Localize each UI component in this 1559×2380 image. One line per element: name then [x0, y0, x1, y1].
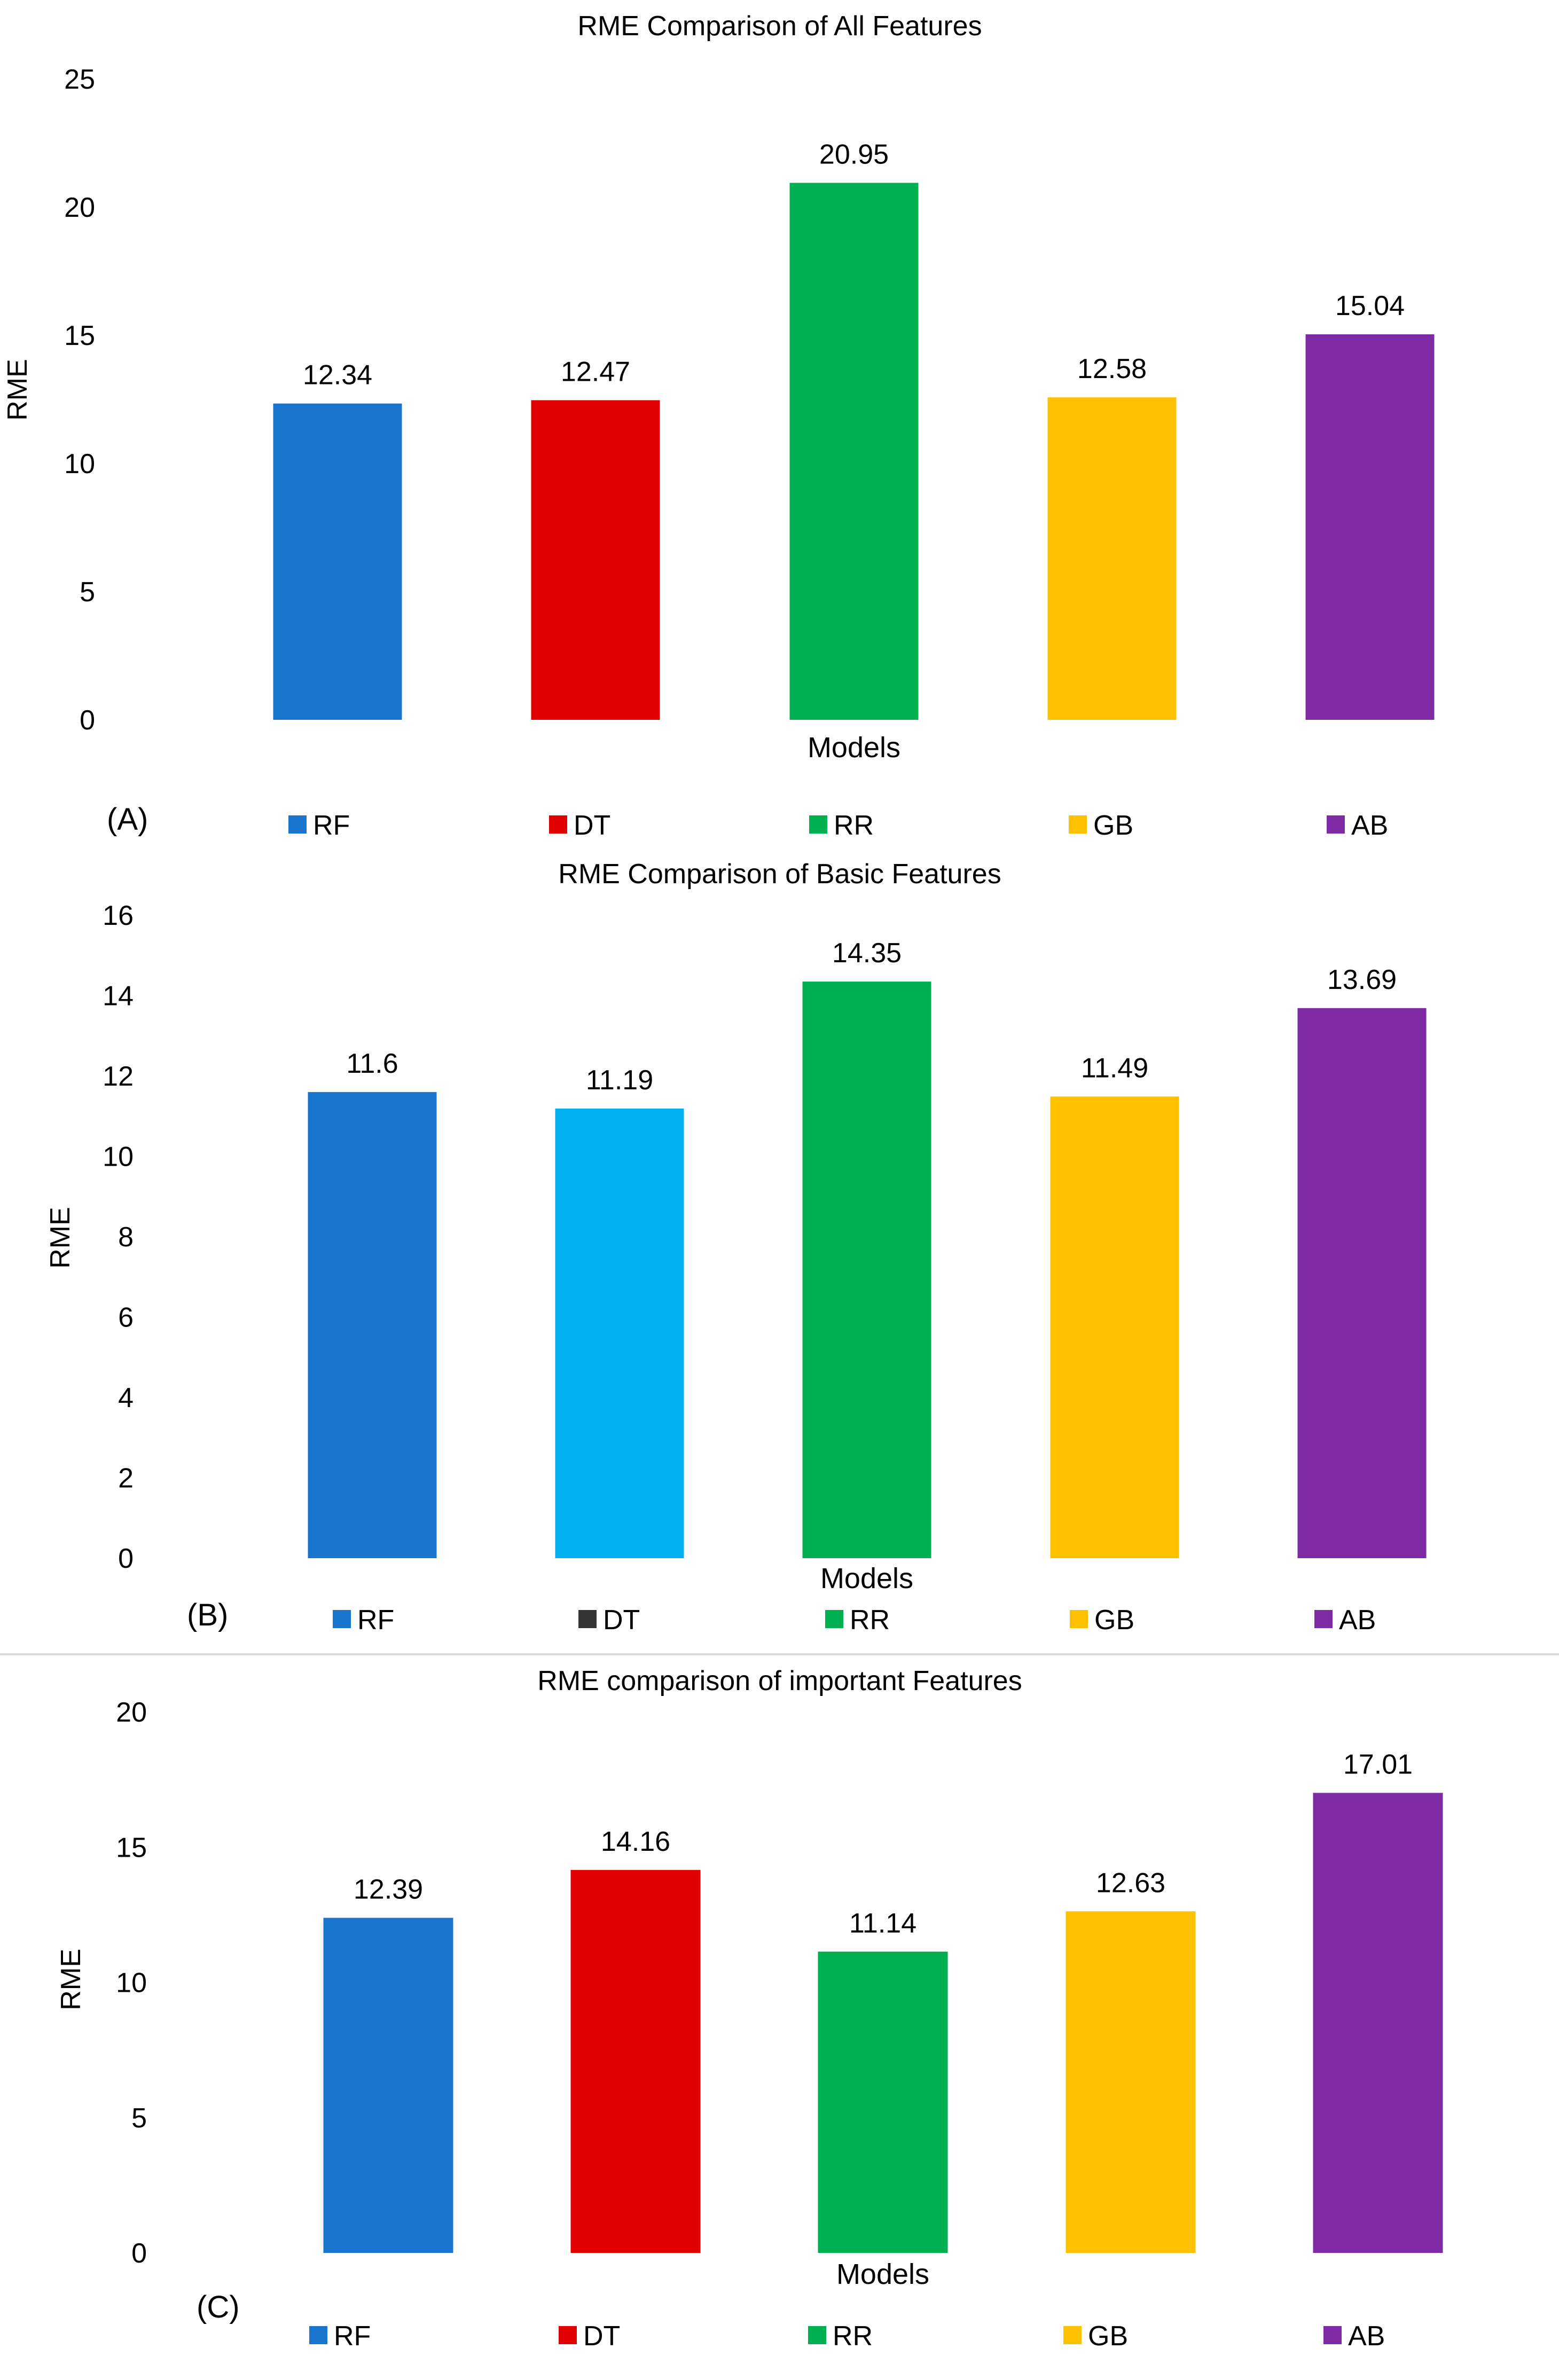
y-tick-label: 0	[80, 705, 95, 736]
legend-label-ab: AB	[1348, 2321, 1385, 2352]
legend-swatch-rf	[309, 2326, 327, 2344]
x-axis-label: Models	[820, 1562, 913, 1594]
panel-label: (A)	[107, 802, 148, 837]
bar-ab	[1305, 334, 1435, 720]
legend-swatch-gb	[1070, 1610, 1088, 1628]
chart-title: RME Comparison of Basic Features	[558, 859, 1001, 890]
data-label-rr: 20.95	[819, 139, 889, 170]
y-tick-label: 5	[131, 2103, 147, 2134]
legend-swatch-ab	[1327, 815, 1345, 834]
y-tick-label: 4	[118, 1383, 134, 1413]
y-tick-label: 10	[64, 449, 95, 480]
legend-label-rf: RF	[313, 810, 350, 841]
y-tick-label: 0	[118, 1543, 134, 1574]
x-axis-label: Models	[808, 732, 900, 764]
data-label-ab: 13.69	[1327, 964, 1397, 995]
data-label-rf: 12.34	[303, 360, 372, 391]
y-axis-label: RME	[2, 359, 33, 421]
bar-rr	[802, 981, 931, 1558]
bar-rr	[789, 183, 919, 720]
legend-label-gb: GB	[1093, 810, 1133, 841]
bar-gb	[1047, 397, 1177, 720]
bar-gb	[1050, 1096, 1179, 1558]
data-label-gb: 12.58	[1077, 354, 1147, 384]
bar-dt	[531, 400, 660, 720]
y-tick-label: 5	[80, 577, 95, 608]
y-tick-label: 12	[103, 1061, 134, 1092]
y-tick-label: 20	[64, 192, 95, 223]
y-tick-label: 15	[116, 1832, 147, 1863]
y-axis-label: RME	[45, 1207, 76, 1269]
bar-rf	[323, 1918, 453, 2253]
y-tick-label: 20	[116, 1697, 147, 1728]
data-label-rr: 11.14	[849, 1908, 916, 1939]
legend-swatch-dt	[559, 2326, 577, 2344]
y-tick-label: 14	[103, 981, 134, 1012]
legend-label-gb: GB	[1088, 2321, 1128, 2352]
data-label-ab: 15.04	[1335, 290, 1405, 321]
data-label-rr: 14.35	[832, 938, 902, 969]
bar-dt	[570, 1870, 701, 2253]
bar-dt	[555, 1108, 684, 1558]
x-axis-label: Models	[836, 2258, 929, 2290]
bar-gb	[1066, 1911, 1196, 2253]
legend-label-dt: DT	[603, 1605, 640, 1636]
bar-ab	[1313, 1793, 1443, 2253]
chart-panel-2: RME Comparison of Basic Features 0 2 4 6 8 10 1…	[45, 859, 1427, 1636]
legend-swatch-rr	[825, 1610, 843, 1628]
y-tick-label: 10	[103, 1142, 134, 1173]
y-tick-label: 6	[118, 1302, 134, 1333]
legend-swatch-rr	[809, 815, 827, 834]
chart-title: RME Comparison of All Features	[577, 11, 982, 42]
legend-swatch-rf	[288, 815, 307, 834]
y-tick-label: 25	[64, 64, 95, 95]
legend-label-ab: AB	[1339, 1605, 1376, 1636]
data-label-ab: 17.01	[1343, 1749, 1413, 1780]
legend-swatch-ab	[1314, 1610, 1333, 1628]
y-tick-label: 2	[118, 1463, 134, 1494]
data-label-rf: 12.39	[354, 1874, 423, 1905]
legend-label-rf: RF	[334, 2321, 371, 2352]
legend-label-rr: RR	[850, 1605, 890, 1636]
panel-label: (B)	[187, 1598, 228, 1632]
legend-label-dt: DT	[583, 2321, 620, 2352]
y-tick-label: 8	[118, 1222, 134, 1253]
legend-label-rf: RF	[357, 1605, 394, 1636]
bar-ab	[1297, 1008, 1427, 1558]
legend-swatch-rf	[333, 1610, 351, 1628]
legend-label-rr: RR	[834, 810, 874, 841]
data-label-gb: 12.63	[1096, 1867, 1165, 1898]
y-tick-label: 15	[64, 320, 95, 351]
legend-label-ab: AB	[1351, 810, 1388, 841]
y-tick-label: 0	[131, 2238, 147, 2269]
y-tick-label: 16	[103, 900, 134, 931]
legend-label-dt: DT	[574, 810, 610, 841]
bar-rf	[308, 1092, 437, 1558]
y-tick-label: 10	[116, 1968, 147, 1999]
bar-rr	[818, 1951, 948, 2253]
chart-panel-3: RME comparison of important Features 0 5 10…	[56, 1666, 1443, 2352]
legend-swatch-rr	[808, 2326, 826, 2344]
legend-swatch-gb	[1063, 2326, 1082, 2344]
chart-panel-1: RME Comparison of All Features 0 5 10 15 20 25…	[2, 11, 1435, 841]
data-label-gb: 11.49	[1081, 1052, 1148, 1083]
legend-swatch-dt	[549, 815, 567, 834]
data-label-dt: 12.47	[561, 356, 630, 387]
data-label-rf: 11.6	[346, 1048, 398, 1079]
y-axis-label: RME	[56, 1949, 87, 2010]
legend-label-rr: RR	[833, 2321, 873, 2352]
legend-swatch-dt	[578, 1610, 597, 1628]
bar-rf	[273, 403, 402, 720]
legend-swatch-gb	[1069, 815, 1087, 834]
chart-title: RME comparison of important Features	[537, 1666, 1022, 1696]
panel-label: (C)	[197, 2290, 240, 2324]
legend-label-gb: GB	[1094, 1605, 1134, 1636]
data-label-dt: 11.19	[586, 1065, 653, 1096]
legend-swatch-ab	[1323, 2326, 1342, 2344]
data-label-dt: 14.16	[601, 1826, 670, 1857]
